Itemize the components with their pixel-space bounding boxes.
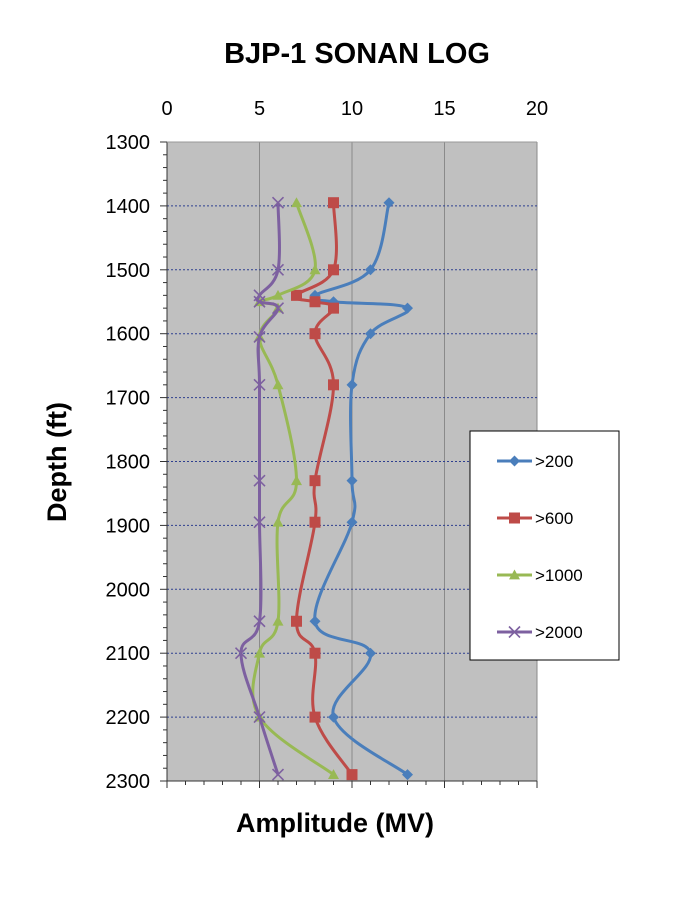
data-point	[309, 711, 321, 723]
data-point	[328, 711, 339, 723]
data-point	[291, 615, 302, 627]
series-2	[291, 197, 358, 781]
x-marker-stroke	[253, 330, 266, 343]
x-marker-stroke	[271, 302, 285, 315]
data-point	[328, 302, 339, 314]
y-tick-label: 1900	[106, 515, 151, 537]
series-layer	[234, 196, 413, 781]
data-point	[253, 615, 266, 628]
legend-item: >600	[497, 509, 573, 528]
series-1	[309, 197, 413, 781]
axes	[160, 141, 538, 788]
data-point	[328, 264, 339, 276]
data-point	[383, 197, 395, 209]
x-marker-stroke	[253, 378, 266, 391]
data-point	[272, 615, 284, 626]
legend-swatch-marker	[509, 512, 520, 524]
data-point	[291, 289, 302, 301]
legend-item: >2000	[497, 623, 583, 642]
y-tick-label: 1400	[106, 196, 151, 218]
data-point	[309, 296, 321, 308]
x-marker-stroke	[253, 711, 266, 724]
y-tick-labels: 1300 1400 1500 1600 1700 1800 1900 2000 2100 2200…	[106, 132, 151, 793]
x-marker-stroke	[253, 474, 266, 487]
x-marker-stroke	[508, 625, 521, 639]
legend-item: >1000	[497, 566, 583, 585]
x-tick-label: 20	[526, 98, 548, 120]
data-point	[365, 328, 376, 340]
legend: >200 >600 >1000 >2000	[469, 430, 620, 661]
data-point	[309, 475, 321, 487]
x-axis-label: Amplitude (MV)	[236, 808, 434, 838]
data-point	[402, 302, 413, 314]
legend-swatch-marker	[508, 625, 521, 639]
y-tick-label: 1300	[106, 132, 151, 154]
data-point	[271, 263, 285, 276]
data-point	[271, 768, 285, 781]
data-point	[234, 647, 248, 660]
y-axis-label: Depth (ft)	[42, 402, 72, 522]
x-tick-label: 15	[433, 98, 455, 120]
y-tick-label: 2300	[106, 771, 151, 793]
x-tick-label: 10	[341, 98, 363, 120]
y-tick-label: 2100	[106, 643, 151, 665]
legend-box	[469, 430, 620, 661]
series-4	[234, 196, 285, 781]
data-point	[254, 647, 265, 658]
legend-label: >1000	[535, 566, 583, 585]
y-tick-label: 1800	[106, 452, 151, 474]
y-tick-label: 1600	[106, 324, 151, 346]
data-point	[253, 378, 266, 391]
y-tick-label: 2000	[106, 579, 151, 601]
x-marker-stroke	[234, 647, 248, 660]
data-point	[365, 647, 376, 659]
x-marker-stroke	[271, 768, 285, 781]
data-point	[253, 330, 266, 343]
x-marker-stroke	[271, 196, 285, 209]
chart-title: BJP-1 SONAN LOG	[224, 38, 490, 70]
data-point	[328, 379, 339, 391]
x-marker-stroke	[271, 263, 285, 276]
legend-swatch-marker	[509, 455, 520, 467]
x-tick-label: 0	[161, 98, 172, 120]
data-point	[253, 474, 266, 487]
data-point	[272, 379, 284, 390]
data-point	[309, 328, 321, 340]
y-tick-label: 1700	[106, 388, 151, 410]
y-tick-label: 1500	[106, 260, 151, 282]
y-tick-label: 2200	[106, 707, 151, 729]
data-point	[271, 302, 285, 315]
data-point	[309, 516, 321, 528]
data-point	[309, 264, 321, 275]
data-point	[346, 475, 358, 487]
x-marker-stroke	[253, 516, 266, 529]
data-point	[291, 197, 302, 208]
data-point	[272, 289, 284, 300]
x-marker-stroke	[253, 615, 266, 628]
data-point	[328, 769, 339, 780]
data-point	[271, 196, 285, 209]
x-marker-stroke	[253, 295, 266, 308]
legend-swatch-marker	[509, 569, 520, 580]
data-point	[365, 264, 376, 276]
data-point	[253, 295, 266, 308]
data-point	[309, 615, 321, 627]
data-point	[402, 769, 413, 781]
data-point	[309, 647, 321, 659]
x-tick-labels: 0 5 10 15 20	[161, 98, 548, 120]
data-point	[328, 197, 339, 209]
x-tick-label: 5	[254, 98, 265, 120]
data-point	[291, 475, 302, 486]
legend-label: >2000	[535, 623, 583, 642]
data-point	[346, 769, 358, 781]
data-point	[346, 379, 358, 391]
data-point	[253, 711, 266, 724]
data-point	[346, 516, 358, 528]
legend-item: >200	[497, 452, 573, 471]
legend-label: >600	[535, 509, 573, 528]
data-point	[272, 516, 284, 527]
data-point	[253, 516, 266, 529]
legend-label: >200	[535, 452, 573, 471]
